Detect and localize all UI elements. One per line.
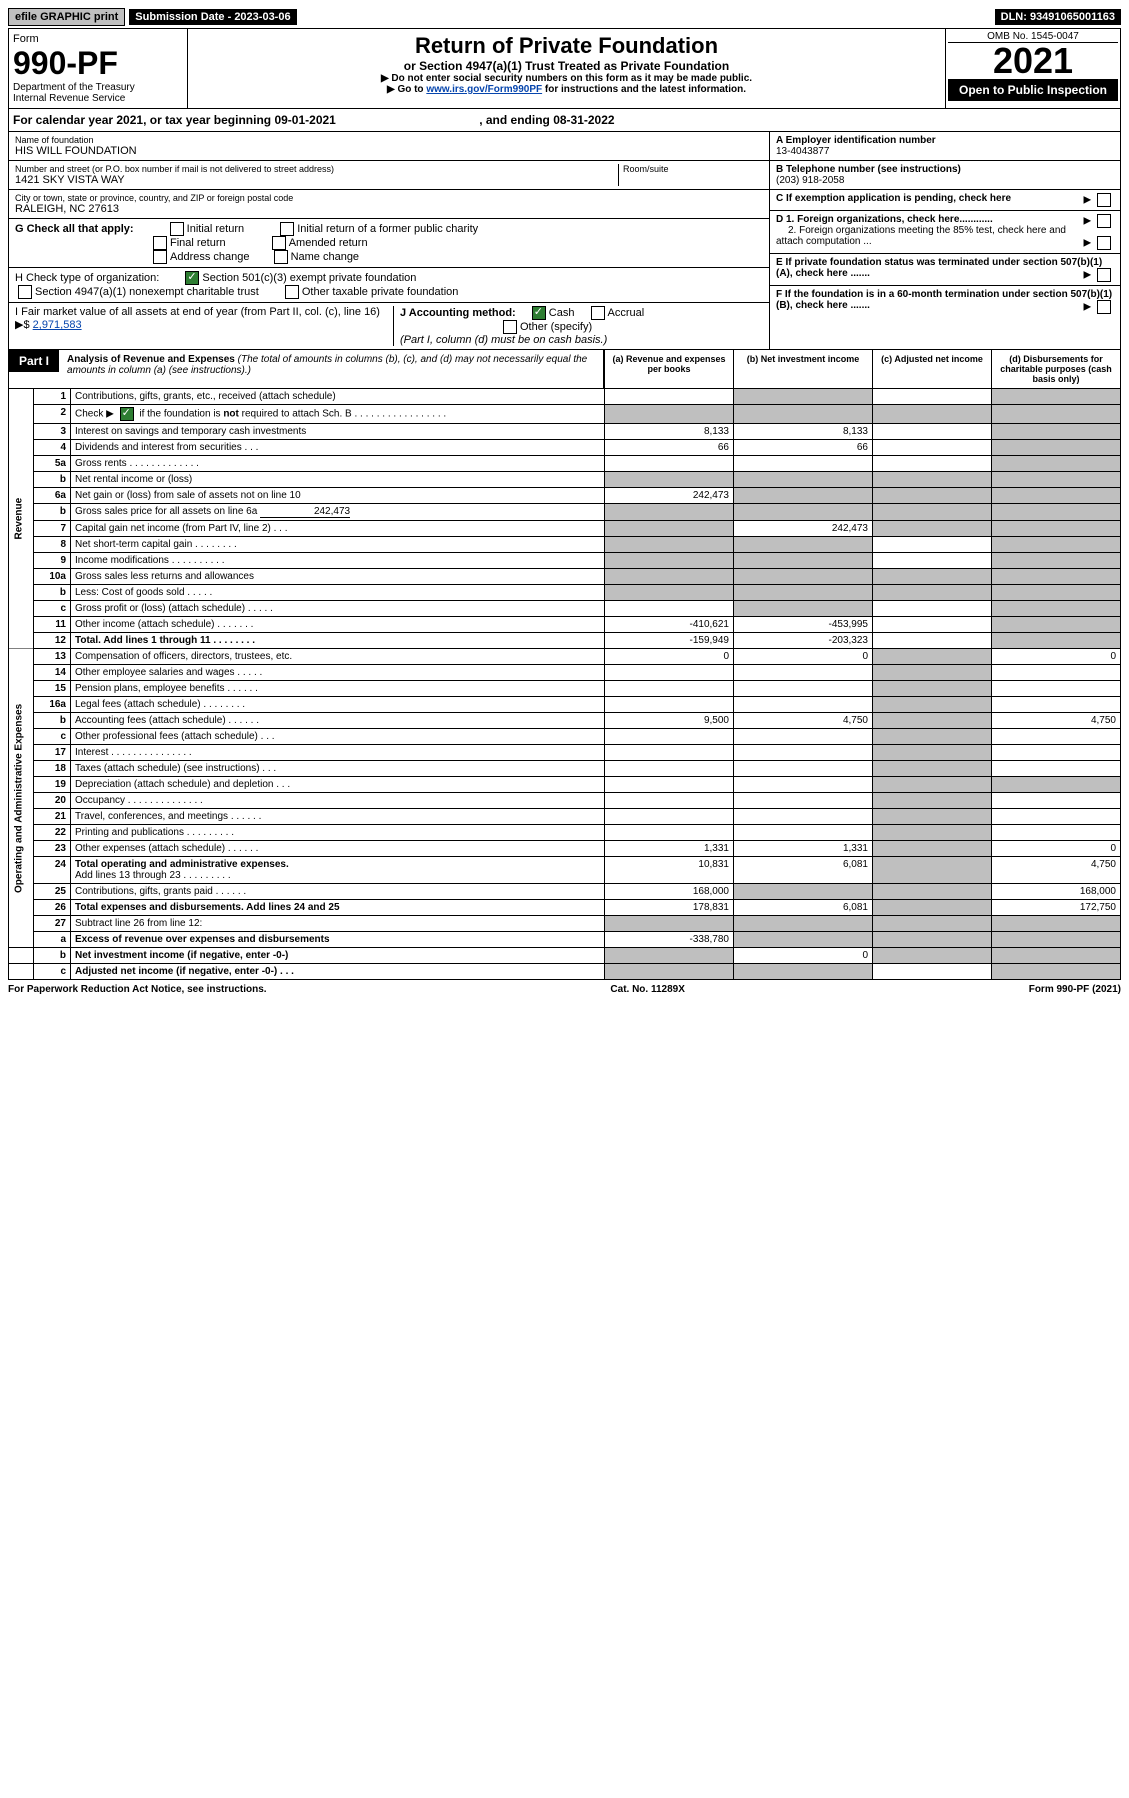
info-grid: Name of foundationHIS WILL FOUNDATION Nu… (8, 132, 1121, 350)
part-label: Part I (9, 350, 59, 372)
room-label: Room/suite (618, 164, 763, 186)
chk-other-method[interactable] (503, 320, 517, 334)
ein-label: A Employer identification number (776, 135, 936, 146)
name-label: Name of foundation (15, 135, 763, 145)
calendar-year: For calendar year 2021, or tax year begi… (8, 109, 1121, 132)
main-table: Revenue 1Contributions, gifts, grants, e… (8, 389, 1121, 980)
chk-d2[interactable] (1097, 236, 1111, 250)
note-2: ▶ Go to www.irs.gov/Form990PF for instru… (192, 84, 941, 95)
chk-schb[interactable] (120, 407, 134, 421)
efile-button[interactable]: efile GRAPHIC print (8, 8, 125, 26)
tax-year: 2021 (948, 43, 1118, 79)
form-subtitle: or Section 4947(a)(1) Trust Treated as P… (192, 59, 941, 73)
chk-accrual[interactable] (591, 306, 605, 320)
chk-addr-change[interactable] (153, 250, 167, 264)
paperwork-notice: For Paperwork Reduction Act Notice, see … (8, 984, 267, 995)
section-j: J Accounting method: Cash Accrual Other … (394, 306, 644, 346)
part-desc: Analysis of Revenue and Expenses (The to… (59, 350, 603, 380)
submission-date: Submission Date - 2023-03-06 (129, 9, 296, 25)
city: RALEIGH, NC 27613 (15, 203, 763, 215)
section-h: H Check type of organization: Section 50… (9, 268, 769, 303)
open-inspection: Open to Public Inspection (948, 79, 1118, 101)
section-i: I Fair market value of all assets at end… (15, 306, 394, 346)
footer: For Paperwork Reduction Act Notice, see … (8, 984, 1121, 995)
form-header: Form 990-PF Department of the Treasury I… (8, 28, 1121, 109)
chk-e[interactable] (1097, 268, 1111, 282)
phone: (203) 918-2058 (776, 175, 844, 186)
addr-label: Number and street (or P.O. box number if… (15, 164, 618, 174)
dept: Department of the Treasury (13, 82, 183, 93)
chk-501c3[interactable] (185, 271, 199, 285)
chk-4947[interactable] (18, 285, 32, 299)
form-ref: Form 990-PF (2021) (1029, 984, 1121, 995)
cat-no: Cat. No. 11289X (610, 984, 684, 995)
chk-initial-former[interactable] (280, 222, 294, 236)
section-d: D 1. Foreign organizations, check here..… (770, 211, 1120, 254)
section-f: F If the foundation is in a 60-month ter… (770, 286, 1120, 317)
city-label: City or town, state or province, country… (15, 193, 763, 203)
expenses-label: Operating and Administrative Expenses (9, 649, 34, 948)
section-g: G Check all that apply: Initial return I… (9, 219, 769, 268)
phone-label: B Telephone number (see instructions) (776, 164, 961, 175)
chk-name-change[interactable] (274, 250, 288, 264)
form-label: Form (13, 33, 183, 45)
chk-f[interactable] (1097, 300, 1111, 314)
address: 1421 SKY VISTA WAY (15, 174, 618, 186)
chk-c[interactable] (1097, 193, 1111, 207)
col-b: (b) Net investment income (734, 350, 873, 389)
col-d: (d) Disbursements for charitable purpose… (992, 350, 1121, 389)
chk-final[interactable] (153, 236, 167, 250)
ein: 13-4043877 (776, 146, 829, 157)
instructions-link[interactable]: www.irs.gov/Form990PF (426, 84, 542, 95)
dln: DLN: 93491065001163 (995, 9, 1121, 25)
fmv-link[interactable]: 2,971,583 (33, 319, 82, 331)
form-title: Return of Private Foundation (192, 33, 941, 59)
chk-cash[interactable] (532, 306, 546, 320)
note-1: ▶ Do not enter social security numbers o… (192, 73, 941, 84)
chk-initial[interactable] (170, 222, 184, 236)
chk-other-tax[interactable] (285, 285, 299, 299)
col-a: (a) Revenue and expenses per books (605, 350, 734, 389)
top-bar: efile GRAPHIC print Submission Date - 20… (8, 8, 1121, 26)
chk-amended[interactable] (272, 236, 286, 250)
revenue-label: Revenue (9, 389, 34, 649)
section-c: C If exemption application is pending, c… (770, 190, 1120, 211)
foundation-name: HIS WILL FOUNDATION (15, 145, 763, 157)
irs: Internal Revenue Service (13, 93, 183, 104)
col-c: (c) Adjusted net income (873, 350, 992, 389)
chk-d1[interactable] (1097, 214, 1111, 228)
form-number: 990-PF (13, 45, 183, 82)
section-e: E If private foundation status was termi… (770, 254, 1120, 286)
